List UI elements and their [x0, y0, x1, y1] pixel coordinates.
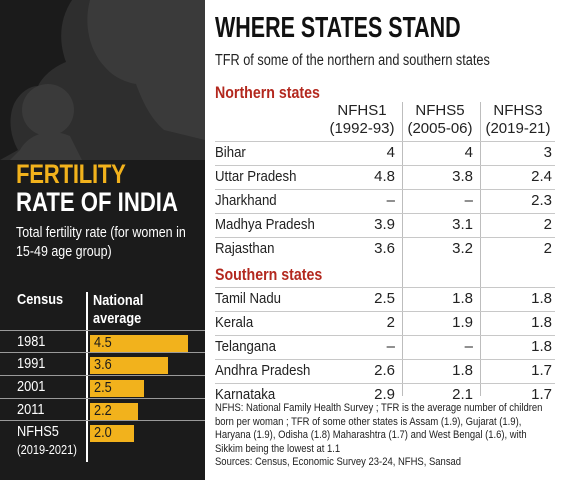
state-name: Madhya Pradesh: [215, 216, 315, 233]
bar-2011: [90, 403, 138, 420]
column-divider: [86, 292, 88, 462]
tfr-value: 3: [543, 144, 552, 161]
tfr-value: –: [386, 192, 395, 209]
bar-row-divider: [0, 398, 205, 399]
table-row-divider: [215, 213, 555, 214]
tfr-value: 3.8: [452, 168, 473, 185]
tfr-value: 3.9: [374, 216, 395, 233]
state-name: Tamil Nadu: [215, 290, 282, 307]
tfr-value: 1.8: [452, 362, 473, 379]
bar-category-label: 2011: [17, 402, 45, 418]
state-name: Rajasthan: [215, 240, 275, 257]
bar-value-label: 4.5: [94, 335, 112, 351]
bar-row-divider: [0, 420, 205, 421]
panel-subtitle: Total fertility rate (for women in 15-49…: [16, 225, 186, 260]
panel-title-line2: RATE OF INDIA: [16, 187, 178, 217]
state-name: Telangana: [215, 338, 276, 355]
table-row-divider: [215, 335, 555, 336]
left-panel: FERTILITY RATE OF INDIA Total fertility …: [0, 0, 205, 480]
tfr-value: 2: [543, 240, 552, 257]
tfr-value: 1.8: [531, 314, 552, 331]
tfr-value: 3.2: [452, 240, 473, 257]
bar-1991: [90, 357, 169, 374]
southern-states-label: Southern states: [215, 266, 323, 284]
bar-category-sublabel: (2019-2021): [17, 443, 77, 457]
census-header: Census: [17, 292, 64, 308]
bar-category-label: 2001: [17, 379, 46, 395]
tfr-value: 4: [464, 144, 473, 161]
tfr-value: 4.8: [374, 168, 395, 185]
tfr-value: 1.8: [531, 338, 552, 355]
bar-row-divider: [0, 352, 205, 353]
tfr-value: 2.4: [531, 168, 552, 185]
tfr-value: 2.5: [374, 290, 395, 307]
bar-category-label: 1991: [17, 356, 46, 372]
bar-nfhs5: [90, 425, 134, 442]
table-title: WHERE STATES STAND: [215, 12, 461, 44]
col-header-nfhs3: NFHS3 (2019-21): [483, 102, 553, 138]
tfr-value: –: [464, 338, 473, 355]
bar-value-label: 2.2: [94, 403, 112, 419]
state-name: Uttar Pradesh: [215, 168, 297, 185]
bar-value-label: 2.0: [94, 425, 112, 441]
tfr-value: 2.6: [374, 362, 395, 379]
bar-row-divider: [0, 330, 205, 331]
footnote-text: NFHS: National Family Health Survey ; TF…: [215, 402, 543, 455]
tfr-value: 4: [386, 144, 395, 161]
national-average-header: National average: [93, 293, 144, 327]
tfr-value: 2.9: [374, 386, 395, 403]
table-row-divider: [215, 141, 555, 142]
fertility-bar-chart: Census National average 1981 4.5 1991 3.6 20…: [0, 288, 205, 468]
tfr-value: –: [464, 192, 473, 209]
table-subtitle: TFR of some of the northern and southern…: [215, 52, 490, 69]
tfr-value: 3.1: [452, 216, 473, 233]
tfr-value: 2.1: [452, 386, 473, 403]
bar-value-label: 2.5: [94, 380, 112, 396]
table-row-divider: [215, 311, 555, 312]
panel-title-line1: FERTILITY: [16, 159, 126, 189]
table-row-divider: [215, 287, 555, 288]
tfr-value: 1.9: [452, 314, 473, 331]
footnote: NFHS: National Family Health Survey ; TF…: [215, 402, 550, 470]
state-name: Karnataka: [215, 386, 276, 403]
bar-row-divider: [0, 375, 205, 376]
col-header-name: NFHS3: [493, 102, 543, 119]
sources-text: Sources: Census, Economic Survey 23-24, …: [215, 456, 462, 469]
col-header-name: NFHS5: [415, 102, 465, 119]
tfr-value: 1.8: [452, 290, 473, 307]
bar-value-label: 3.6: [94, 357, 112, 373]
table-row-divider: [215, 237, 555, 238]
col-header-name: NFHS1: [337, 102, 387, 119]
table-row-divider: [215, 165, 555, 166]
col-header-years: (2005-06): [407, 120, 473, 137]
table-row-divider: [215, 383, 555, 384]
tfr-value: 1.8: [531, 290, 552, 307]
bar-category-label: NFHS5: [17, 424, 59, 440]
northern-states-label: Northern states: [215, 84, 320, 102]
tfr-value: 3.6: [374, 240, 395, 257]
table-row-divider: [215, 189, 555, 190]
col-header-years: (2019-21): [485, 120, 551, 137]
tfr-value: 1.7: [531, 362, 552, 379]
tfr-value: 2: [386, 314, 395, 331]
col-header-years: (1992-93): [329, 120, 395, 137]
tfr-value: 2.3: [531, 192, 552, 209]
bar-1981: [90, 335, 188, 352]
mother-child-silhouette: [0, 0, 205, 160]
column-separator: [480, 102, 481, 396]
bar-2001: [90, 380, 145, 397]
col-header-nfhs5: NFHS5 (2005-06): [405, 102, 475, 138]
state-name: Andhra Pradesh: [215, 362, 311, 379]
state-name: Kerala: [215, 314, 254, 331]
col-header-nfhs1: NFHS1 (1992-93): [327, 102, 397, 138]
state-name: Jharkhand: [215, 192, 277, 209]
tfr-value: –: [386, 338, 395, 355]
bar-category-label: 1981: [17, 334, 46, 350]
column-separator: [402, 102, 403, 396]
tfr-value: 2: [543, 216, 552, 233]
table-row-divider: [215, 359, 555, 360]
tfr-value: 1.7: [531, 386, 552, 403]
state-name: Bihar: [215, 144, 246, 161]
